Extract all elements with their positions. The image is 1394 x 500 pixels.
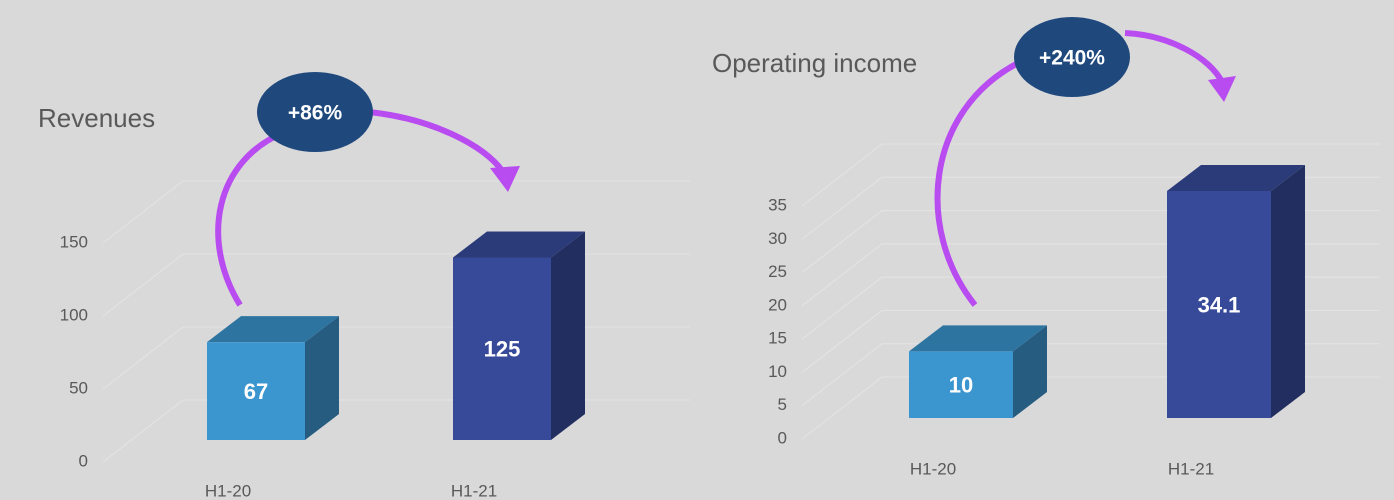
bar	[1167, 190, 1271, 418]
y-tick-label: 100	[60, 305, 88, 324]
x-tick-label: H1-21	[1168, 459, 1214, 478]
arc-arrow	[934, 59, 1022, 307]
data-label: 125	[484, 337, 521, 362]
y-tick-label: 35	[768, 195, 787, 214]
bar-side	[305, 316, 339, 440]
bar-side	[1013, 325, 1047, 418]
x-tick-label: H1-20	[205, 481, 251, 500]
arc-arrow	[1124, 30, 1225, 84]
arc-arrow	[215, 129, 287, 307]
operating-income-chart: Operating income 0 5 10 15 20 25 30 35 10 H1-20 34.…	[712, 48, 1380, 478]
annotation: +240%	[1039, 47, 1105, 70]
bar	[207, 342, 305, 440]
data-label: 10	[949, 373, 973, 398]
bar	[909, 351, 1013, 418]
y-tick-label: 10	[768, 362, 787, 381]
grid-line	[102, 180, 690, 244]
bar-top	[909, 325, 1047, 352]
bar	[453, 257, 551, 440]
arrow-head	[490, 166, 520, 192]
bar-side	[1271, 164, 1305, 418]
arrow-head	[1208, 76, 1236, 102]
x-tick-label: H1-20	[910, 459, 956, 478]
y-tick-label: 50	[69, 378, 88, 397]
y-tick-label: 20	[768, 295, 787, 314]
y-tick-label: 150	[60, 232, 88, 251]
annotations: +86% +240%	[257, 17, 1130, 152]
data-label: 34.1	[1198, 292, 1241, 317]
bar-top	[453, 231, 585, 258]
x-tick-label: H1-21	[451, 481, 497, 500]
bar-top	[1167, 164, 1305, 191]
y-tick-label: 30	[768, 229, 787, 248]
arc-arrow	[367, 109, 506, 174]
annotation-bubble	[1014, 17, 1130, 97]
data-label: 67	[244, 379, 268, 404]
y-tick-label: 15	[768, 329, 787, 348]
bar-top	[207, 316, 339, 343]
y-tick-label: 25	[768, 262, 787, 281]
annotation: +86%	[288, 102, 343, 125]
y-tick-label: 0	[778, 428, 787, 447]
bar-side	[551, 231, 585, 440]
y-tick-label: 0	[79, 451, 88, 470]
grid-line	[801, 143, 1380, 207]
chart-title: Revenues	[38, 103, 155, 133]
revenues-chart: Revenues 0 50 100 150 67 H1-20 125 H1-21	[38, 103, 690, 500]
chart-title: Operating income	[712, 48, 917, 78]
y-tick-label: 5	[778, 395, 787, 414]
annotation-bubble	[257, 72, 373, 152]
